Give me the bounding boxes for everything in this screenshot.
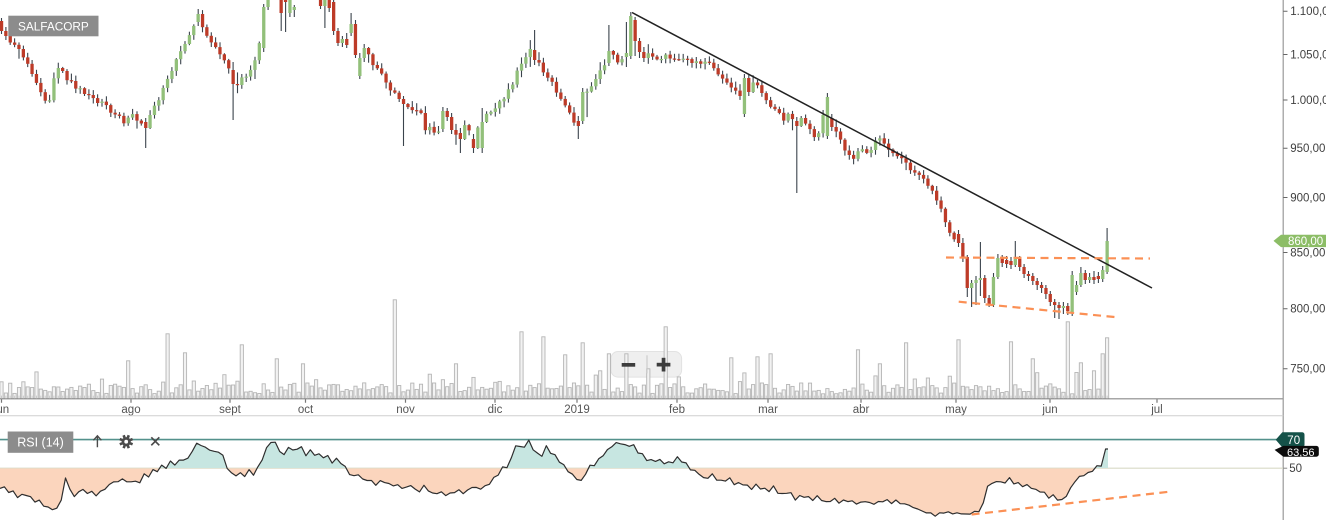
svg-text:750,00: 750,00 [1290,364,1325,376]
svg-text:jun: jun [1041,404,1057,416]
svg-text:feb: feb [669,404,685,416]
svg-text:ago: ago [121,404,140,416]
svg-text:2019: 2019 [564,404,590,416]
svg-text:sept: sept [219,404,242,416]
svg-text:63,56: 63,56 [1287,447,1315,459]
svg-text:850,00: 850,00 [1290,248,1325,260]
svg-text:50: 50 [1289,463,1302,475]
svg-text:abr: abr [853,404,870,416]
svg-text:800,00: 800,00 [1290,304,1325,316]
svg-text:SALFACORP: SALFACORP [18,19,89,33]
svg-text:nov: nov [396,404,415,416]
svg-text:mar: mar [758,404,778,416]
svg-text:900,00: 900,00 [1290,193,1325,205]
svg-text:70: 70 [1287,435,1300,447]
svg-text:1.100,00: 1.100,00 [1290,6,1326,18]
svg-text:jul: jul [1150,404,1163,416]
svg-text:may: may [945,404,967,416]
svg-text:RSI (14): RSI (14) [17,435,64,449]
svg-text:860,00: 860,00 [1288,236,1323,248]
svg-text:jun: jun [0,404,9,416]
svg-text:dic: dic [488,404,503,416]
svg-text:oct: oct [298,404,314,416]
svg-text:1.050,00: 1.050,00 [1290,50,1326,62]
svg-text:1.000,00: 1.000,00 [1290,95,1326,107]
svg-text:950,00: 950,00 [1290,143,1325,155]
